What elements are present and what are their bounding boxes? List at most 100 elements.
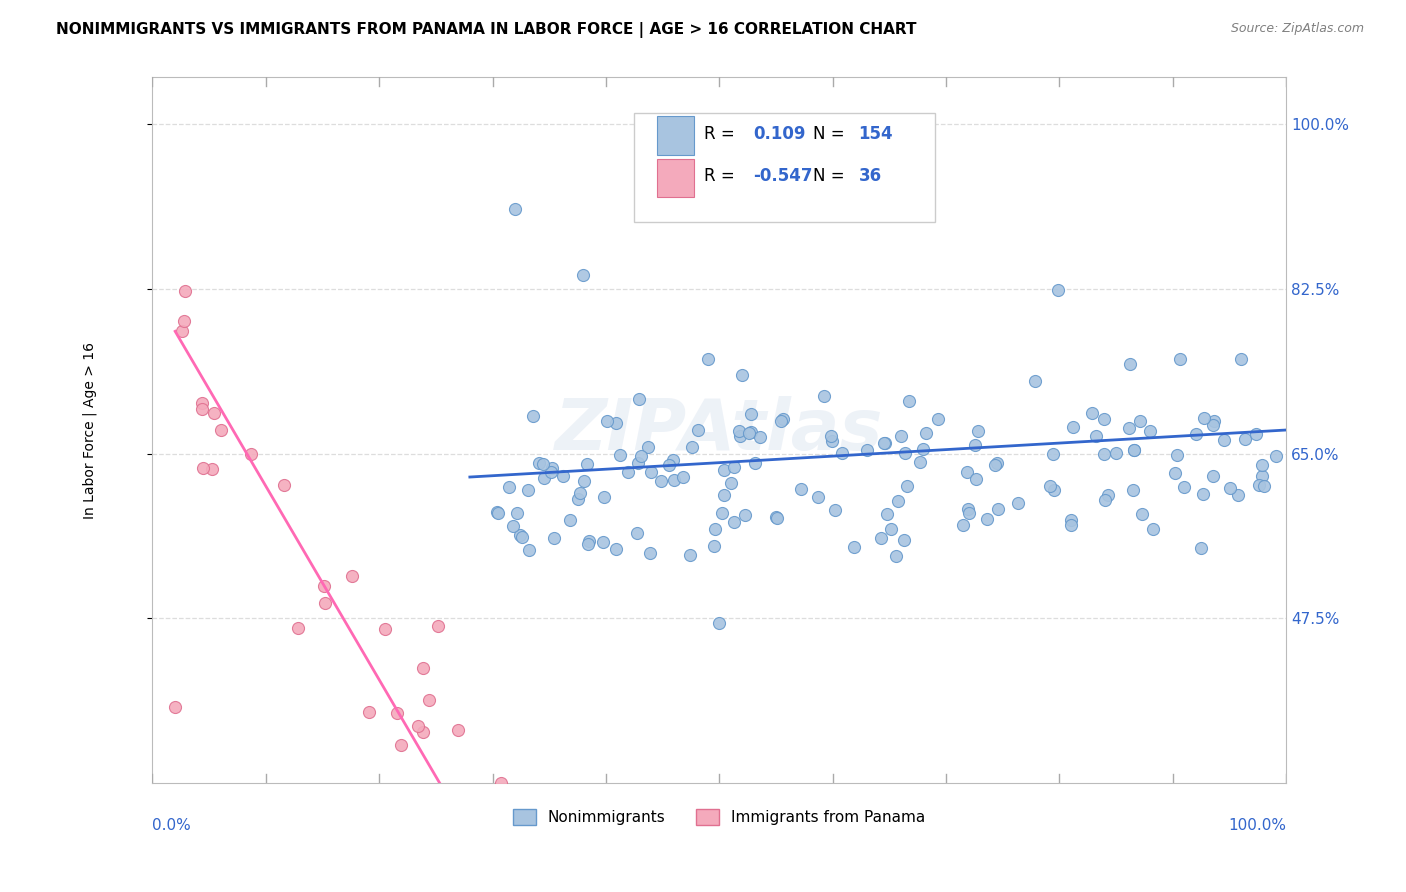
Point: [1060, 512, 1083, 526]
Point: [527, 823, 550, 838]
Point: [720, 475, 742, 490]
Point: [385, 706, 408, 720]
Point: [1042, 448, 1064, 462]
Point: [965, 472, 987, 486]
Point: [1202, 414, 1225, 428]
Point: [510, 530, 533, 544]
Point: [1250, 458, 1272, 472]
Point: [576, 537, 599, 551]
Point: [734, 508, 756, 523]
Point: [489, 776, 512, 790]
Point: [406, 719, 429, 733]
Point: [831, 446, 853, 460]
Point: [662, 453, 685, 467]
Point: [1094, 492, 1116, 507]
Point: [704, 522, 727, 536]
Point: [1104, 446, 1126, 460]
Point: [517, 483, 540, 497]
Point: [713, 463, 735, 477]
Point: [418, 693, 440, 707]
Point: [1202, 469, 1225, 483]
Point: [1119, 357, 1142, 371]
Point: [870, 531, 893, 545]
Point: [952, 517, 974, 532]
Point: [738, 425, 761, 440]
Point: [1191, 486, 1213, 500]
Point: [1142, 522, 1164, 536]
Point: [728, 429, 751, 443]
Point: [551, 469, 574, 483]
Point: [1122, 483, 1144, 497]
Point: [1164, 466, 1187, 480]
Point: [1192, 411, 1215, 425]
Point: [1264, 450, 1286, 464]
Point: [1166, 448, 1188, 462]
Point: [959, 506, 981, 520]
Text: N =: N =: [813, 167, 845, 186]
Point: [711, 506, 734, 520]
Point: [1213, 434, 1236, 448]
Point: [509, 527, 531, 541]
Point: [731, 368, 754, 383]
Point: [873, 436, 896, 450]
Point: [723, 515, 745, 529]
Point: [1139, 424, 1161, 438]
Point: [200, 462, 222, 476]
Point: [630, 449, 652, 463]
Point: [1024, 374, 1046, 388]
Point: [191, 460, 214, 475]
Point: [703, 539, 725, 553]
Point: [287, 621, 309, 635]
Point: [1085, 429, 1108, 443]
Point: [1047, 283, 1070, 297]
Point: [474, 838, 496, 852]
Point: [910, 455, 932, 469]
Point: [1185, 426, 1208, 441]
Point: [1234, 432, 1257, 446]
Point: [887, 494, 910, 508]
Point: [740, 425, 762, 439]
Point: [671, 469, 693, 483]
Text: N =: N =: [813, 125, 845, 143]
Point: [927, 411, 949, 425]
Point: [485, 505, 508, 519]
Point: [686, 423, 709, 437]
Point: [609, 448, 631, 462]
Point: [813, 389, 835, 403]
Point: [165, 700, 187, 714]
Point: [174, 284, 197, 298]
Point: [1007, 496, 1029, 510]
Point: [312, 579, 335, 593]
Point: [1253, 478, 1275, 492]
Point: [558, 513, 581, 527]
Point: [172, 324, 194, 338]
Point: [627, 457, 650, 471]
Point: [1092, 411, 1115, 425]
Point: [749, 430, 772, 444]
Point: [593, 490, 616, 504]
Text: NONIMMIGRANTS VS IMMIGRANTS FROM PANAMA IN LABOR FORCE | AGE > 16 CORRELATION CH: NONIMMIGRANTS VS IMMIGRANTS FROM PANAMA …: [56, 22, 917, 38]
Point: [821, 434, 844, 448]
Point: [389, 738, 412, 752]
Point: [876, 508, 898, 522]
Point: [681, 440, 703, 454]
Point: [522, 409, 544, 424]
Point: [1118, 421, 1140, 435]
Text: ZIPAtlas: ZIPAtlas: [555, 395, 883, 465]
Point: [540, 465, 562, 479]
Point: [412, 724, 434, 739]
Point: [531, 457, 554, 471]
Point: [1081, 406, 1104, 420]
Point: [1201, 418, 1223, 433]
Point: [744, 456, 766, 470]
Point: [1094, 447, 1116, 461]
Point: [765, 509, 787, 524]
Point: [723, 459, 745, 474]
Point: [976, 512, 998, 526]
Point: [1039, 479, 1062, 493]
Point: [596, 414, 619, 428]
Text: 36: 36: [859, 167, 882, 186]
Point: [447, 723, 470, 737]
Point: [893, 533, 915, 548]
Point: [191, 395, 214, 409]
